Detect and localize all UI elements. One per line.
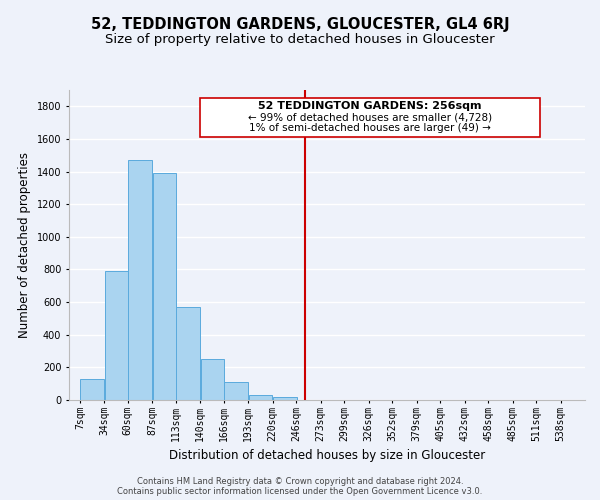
- FancyBboxPatch shape: [200, 98, 540, 138]
- Bar: [176, 307, 200, 400]
- Text: Contains HM Land Registry data © Crown copyright and database right 2024.: Contains HM Land Registry data © Crown c…: [137, 476, 463, 486]
- Text: 52 TEDDINGTON GARDENS: 256sqm: 52 TEDDINGTON GARDENS: 256sqm: [258, 102, 482, 112]
- Text: 52, TEDDINGTON GARDENS, GLOUCESTER, GL4 6RJ: 52, TEDDINGTON GARDENS, GLOUCESTER, GL4 …: [91, 18, 509, 32]
- Text: Size of property relative to detached houses in Gloucester: Size of property relative to detached ho…: [105, 32, 495, 46]
- Bar: [104, 271, 128, 400]
- Text: ← 99% of detached houses are smaller (4,728): ← 99% of detached houses are smaller (4,…: [248, 112, 492, 122]
- Bar: [248, 395, 272, 400]
- Text: 1% of semi-detached houses are larger (49) →: 1% of semi-detached houses are larger (4…: [249, 124, 491, 134]
- Text: Contains public sector information licensed under the Open Government Licence v3: Contains public sector information licen…: [118, 486, 482, 496]
- Y-axis label: Number of detached properties: Number of detached properties: [18, 152, 31, 338]
- Bar: [128, 160, 152, 400]
- X-axis label: Distribution of detached houses by size in Gloucester: Distribution of detached houses by size …: [169, 449, 485, 462]
- Bar: [273, 396, 297, 400]
- Bar: [80, 379, 104, 400]
- Bar: [200, 359, 224, 400]
- Bar: [224, 382, 248, 400]
- Bar: [152, 173, 176, 400]
